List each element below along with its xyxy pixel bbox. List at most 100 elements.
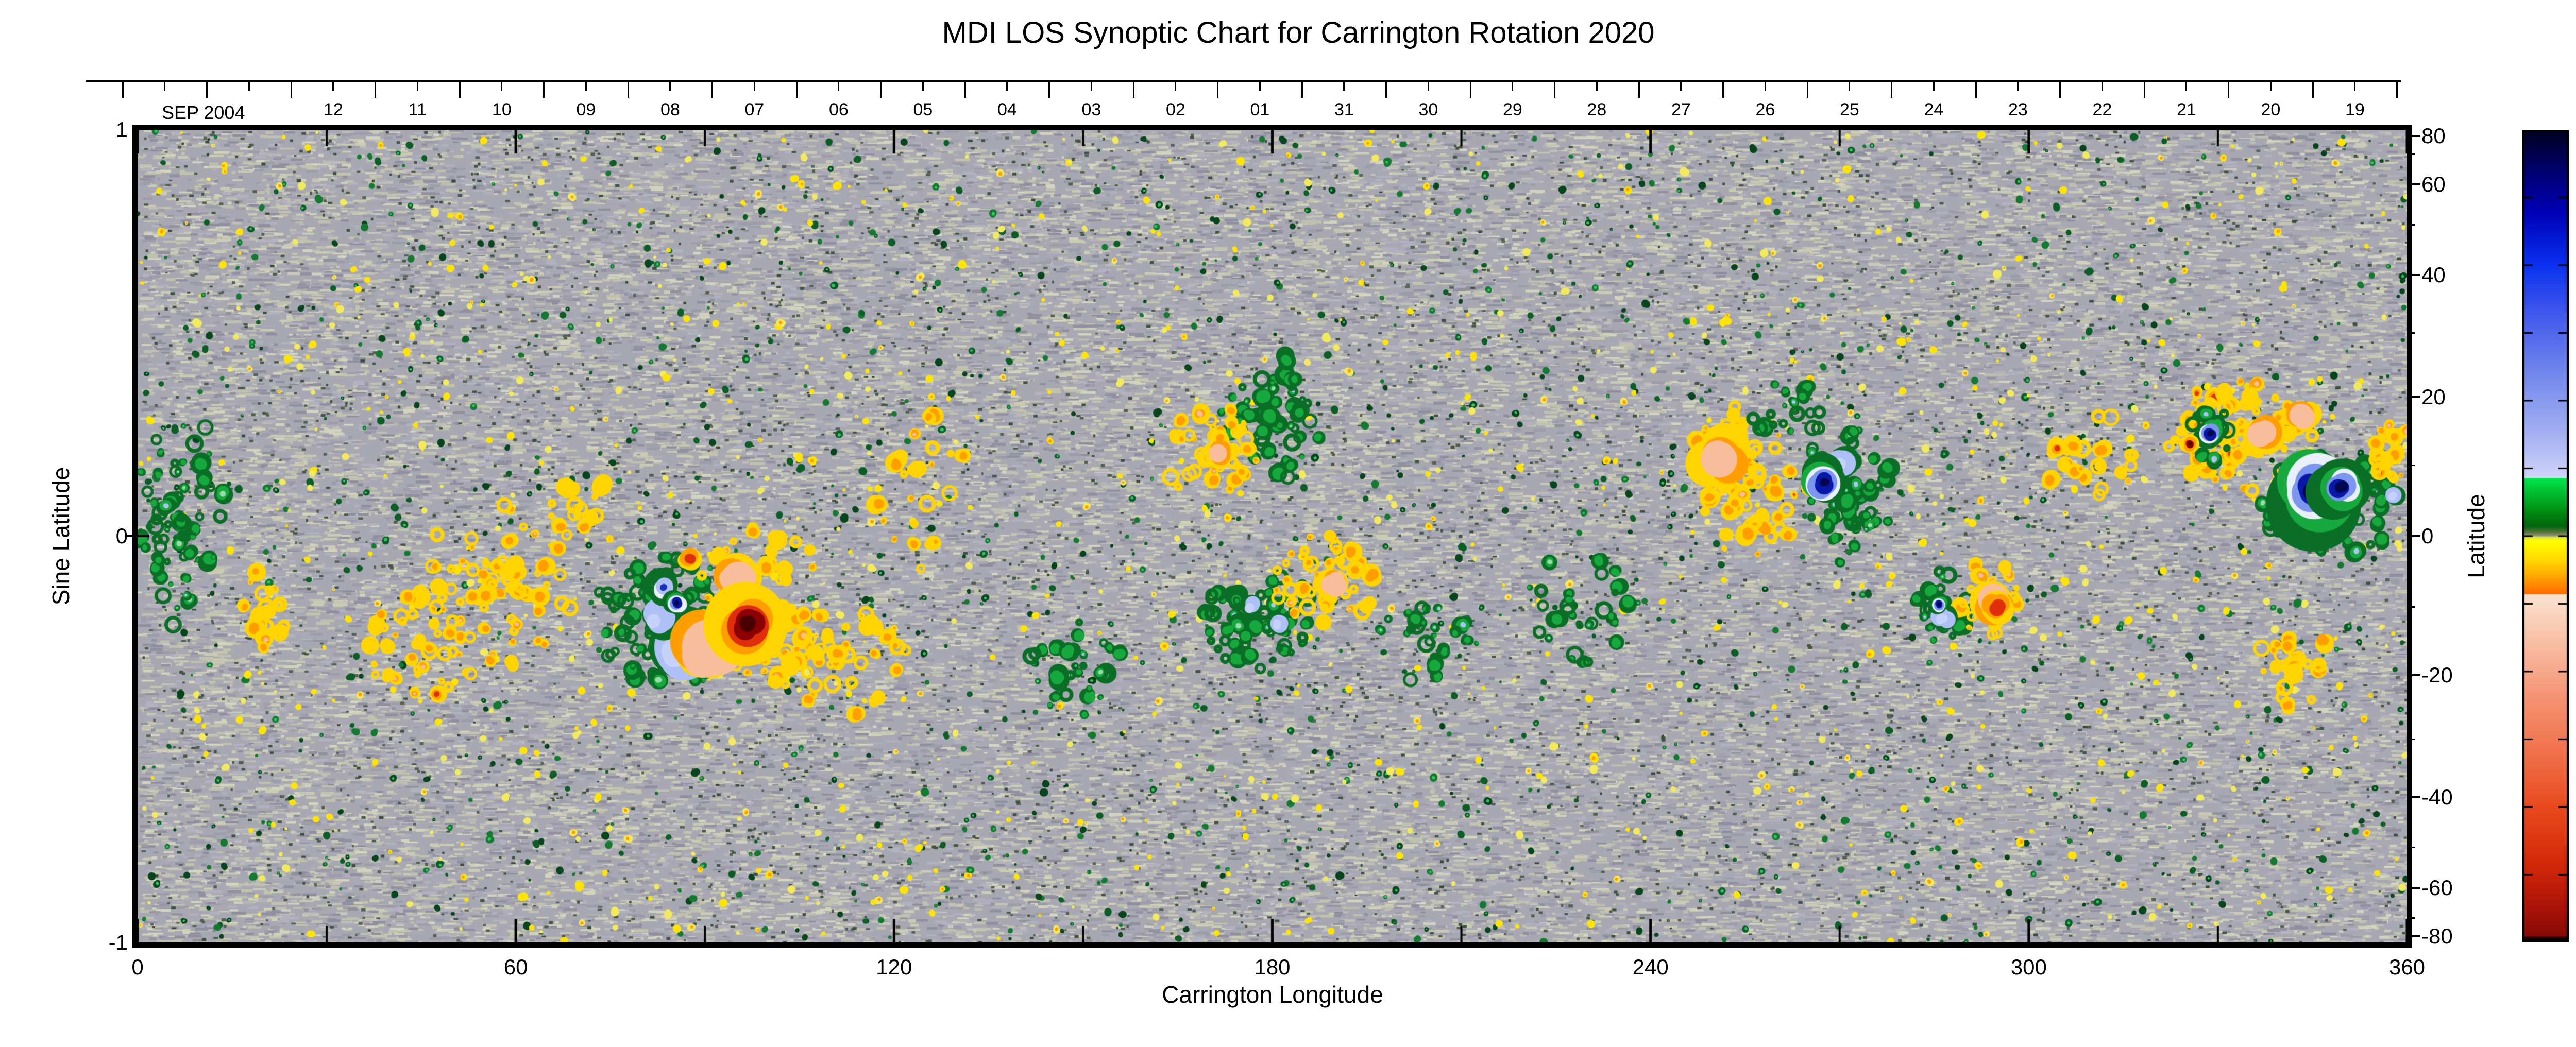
y-right-tick-label: 60 bbox=[2421, 171, 2446, 196]
date-label: 25 bbox=[1840, 100, 1859, 119]
y-right-tick-major bbox=[2407, 273, 2420, 276]
y-left-tick-label: 1 bbox=[115, 117, 128, 142]
date-label: 02 bbox=[1166, 100, 1185, 119]
date-label: 19 bbox=[2345, 100, 2365, 119]
date-axis-month-label: SEP 2004 bbox=[162, 102, 245, 123]
date-tick-minor bbox=[501, 82, 503, 91]
date-tick-major bbox=[543, 82, 545, 98]
date-label: 07 bbox=[744, 100, 765, 119]
date-tick-major bbox=[1554, 82, 1556, 98]
date-tick-minor bbox=[2354, 82, 2356, 91]
date-tick-major bbox=[1638, 82, 1640, 98]
date-label: 03 bbox=[1081, 100, 1101, 119]
y-right-tick-minor bbox=[2407, 332, 2415, 334]
date-tick-major bbox=[627, 82, 629, 98]
date-tick-minor bbox=[2185, 82, 2188, 91]
y-right-tick-label: 40 bbox=[2421, 262, 2446, 287]
date-label: 27 bbox=[1671, 100, 1691, 119]
date-tick-major bbox=[1048, 82, 1050, 98]
date-tick-minor bbox=[1427, 82, 1429, 91]
date-tick-minor bbox=[2101, 82, 2103, 91]
y-right-tick-label: 20 bbox=[2421, 385, 2446, 409]
x-tick-label: 120 bbox=[876, 955, 912, 979]
date-tick-minor bbox=[164, 82, 166, 91]
colorbar bbox=[2522, 130, 2569, 942]
date-label: 06 bbox=[829, 100, 849, 119]
date-label: 01 bbox=[1250, 100, 1270, 119]
date-tick-major bbox=[711, 82, 714, 98]
y-right-tick-major bbox=[2407, 887, 2420, 889]
date-tick-major bbox=[880, 82, 882, 98]
date-tick-major bbox=[1891, 82, 1893, 98]
date-tick-minor bbox=[1596, 82, 1598, 91]
date-tick-major bbox=[1469, 82, 1471, 98]
x-tick-label: 240 bbox=[1632, 955, 1669, 979]
date-label: 26 bbox=[1755, 100, 1775, 119]
x-tick-label: 180 bbox=[1254, 955, 1291, 979]
date-tick-major bbox=[964, 82, 966, 98]
date-label: 30 bbox=[1418, 100, 1438, 119]
date-label: 20 bbox=[2261, 100, 2281, 119]
y-right-tick-major bbox=[2407, 935, 2420, 937]
y-right-tick-minor bbox=[2407, 153, 2415, 156]
date-tick-minor bbox=[1006, 82, 1008, 91]
date-tick-major bbox=[2228, 82, 2230, 98]
bottom-axis-title: Carrington Longitude bbox=[1162, 981, 1383, 1008]
date-label: 04 bbox=[997, 100, 1017, 119]
y-right-tick-minor bbox=[2407, 739, 2415, 740]
date-tick-minor bbox=[1849, 82, 1851, 91]
x-tick-label: 300 bbox=[2010, 955, 2047, 979]
date-tick-minor bbox=[1259, 82, 1261, 91]
date-tick-major bbox=[1217, 82, 1219, 98]
y-right-tick-major bbox=[2407, 183, 2420, 185]
chart-title: MDI LOS Synoptic Chart for Carrington Ro… bbox=[942, 16, 1655, 49]
date-tick-major bbox=[122, 82, 124, 98]
x-tick-label: 0 bbox=[131, 955, 144, 979]
date-label: 28 bbox=[1587, 100, 1607, 119]
y-right-tick-major bbox=[2407, 674, 2420, 676]
date-tick-major bbox=[1722, 82, 1724, 98]
y-right-tick-minor bbox=[2407, 465, 2415, 467]
date-tick-minor bbox=[669, 82, 671, 91]
y-left-tick-label: 0 bbox=[115, 524, 128, 548]
y-right-tick-minor bbox=[2407, 917, 2415, 919]
date-tick-minor bbox=[332, 82, 334, 91]
date-tick-major bbox=[1132, 82, 1134, 98]
y-right-tick-major bbox=[2407, 535, 2420, 537]
date-tick-minor bbox=[585, 82, 587, 91]
date-label: 21 bbox=[2177, 100, 2196, 119]
y-right-tick-major bbox=[2407, 134, 2420, 137]
date-tick-major bbox=[795, 82, 798, 98]
date-tick-minor bbox=[1090, 82, 1092, 91]
date-label: 08 bbox=[660, 100, 680, 119]
date-label: 29 bbox=[1503, 100, 1522, 119]
date-tick-major bbox=[459, 82, 461, 98]
date-label: 22 bbox=[2092, 100, 2112, 119]
date-tick-major bbox=[1385, 82, 1387, 98]
date-label: 11 bbox=[408, 100, 427, 119]
y-left-tick bbox=[126, 535, 149, 537]
date-tick-major bbox=[1301, 82, 1303, 98]
date-tick-major bbox=[2312, 82, 2314, 98]
y-right-tick-label: 80 bbox=[2421, 123, 2446, 148]
y-right-tick-label: -80 bbox=[2421, 924, 2453, 948]
y-right-tick-minor bbox=[2407, 224, 2415, 226]
date-tick-minor bbox=[838, 82, 840, 91]
y-right-tick-minor bbox=[2407, 606, 2415, 608]
date-tick-minor bbox=[248, 82, 250, 91]
date-tick-minor bbox=[416, 82, 418, 91]
date-tick-major bbox=[2143, 82, 2145, 98]
date-axis-line bbox=[86, 80, 2401, 82]
date-tick-minor bbox=[1512, 82, 1514, 91]
date-tick-minor bbox=[922, 82, 924, 91]
date-tick-minor bbox=[2017, 82, 2019, 91]
y-right-tick-label: 0 bbox=[2421, 524, 2434, 548]
date-tick-minor bbox=[1933, 82, 1935, 91]
date-tick-major bbox=[206, 82, 208, 98]
date-tick-minor bbox=[1175, 82, 1177, 91]
date-label: 31 bbox=[1334, 100, 1354, 119]
x-tick-label: 60 bbox=[503, 955, 528, 979]
date-label: 09 bbox=[576, 100, 596, 119]
x-tick-label: 360 bbox=[2388, 955, 2426, 979]
